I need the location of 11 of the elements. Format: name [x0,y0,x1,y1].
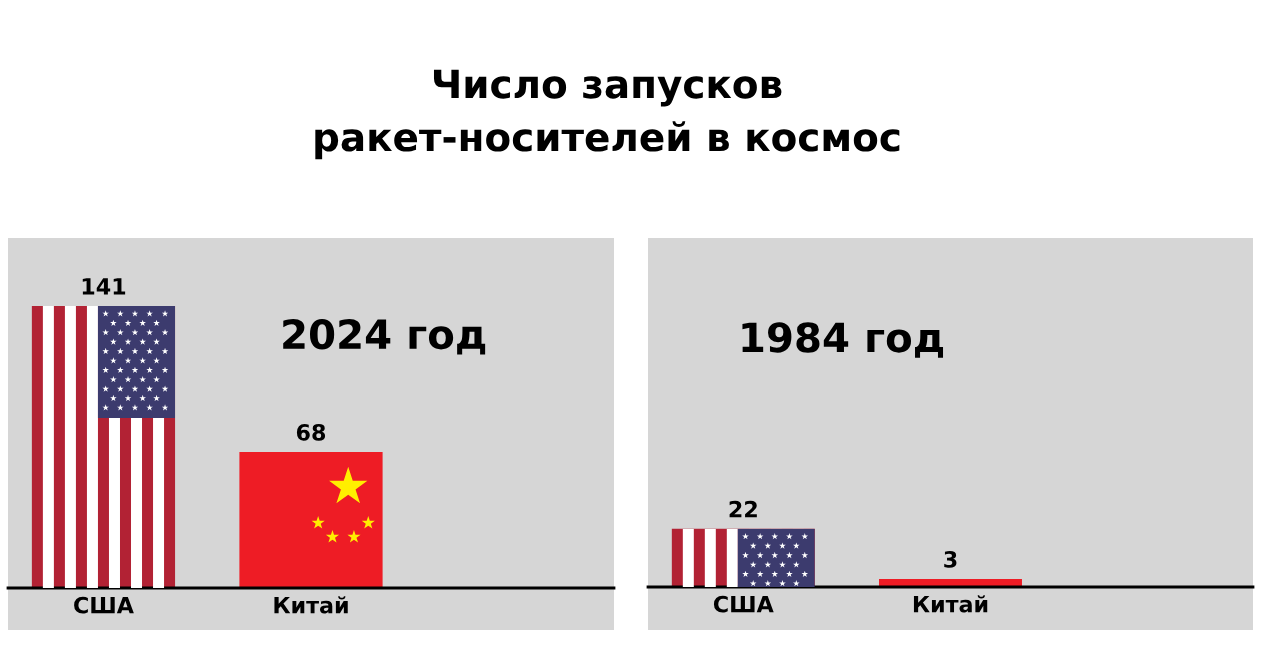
data-label: 68 [296,423,326,441]
x-tick-label: США [713,595,774,613]
x-tick-label: США [74,596,134,614]
chart-title: Число запусков ракет-носителей в космос [315,69,900,160]
x-tick-label: Китай [913,595,988,613]
data-label: 141 [82,278,126,295]
annotation: 1984 год [742,322,944,358]
annotation: 2024 год [283,318,486,355]
data-label: 3 [944,551,957,568]
x-tick-label: Китай [274,596,348,614]
data-label: 22 [729,500,757,518]
